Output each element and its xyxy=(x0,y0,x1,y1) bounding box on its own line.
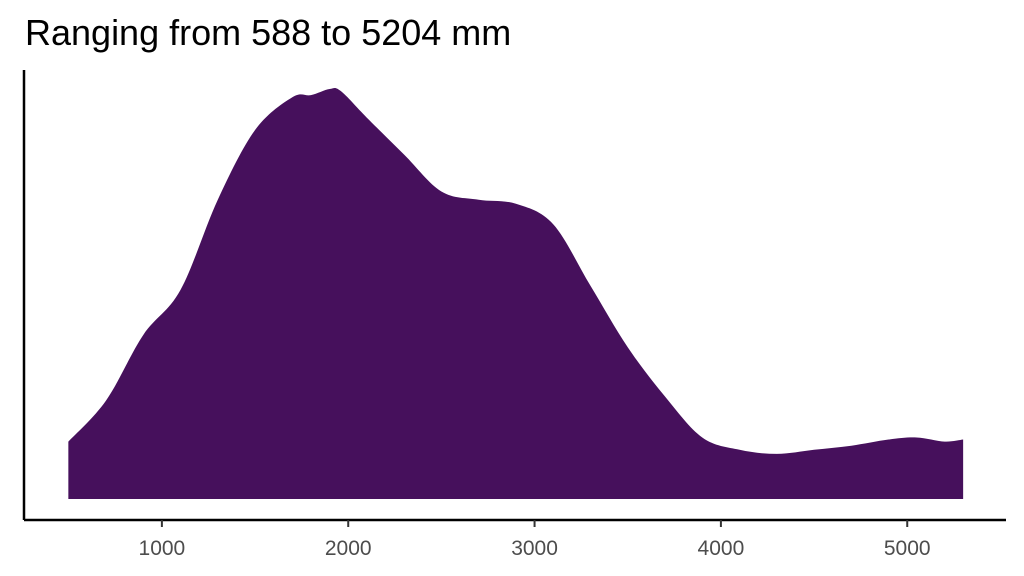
x-tick-label: 1000 xyxy=(139,537,186,560)
density-area xyxy=(68,87,964,499)
x-tick-label: 3000 xyxy=(511,537,558,560)
x-tick-label: 5000 xyxy=(884,537,931,560)
x-tick-label: 4000 xyxy=(698,537,745,560)
chart-title: Ranging from 588 to 5204 mm xyxy=(25,12,512,53)
x-tick-label: 2000 xyxy=(325,537,372,560)
x-ticks: 1000 2000 3000 4000 5000 xyxy=(139,520,931,560)
